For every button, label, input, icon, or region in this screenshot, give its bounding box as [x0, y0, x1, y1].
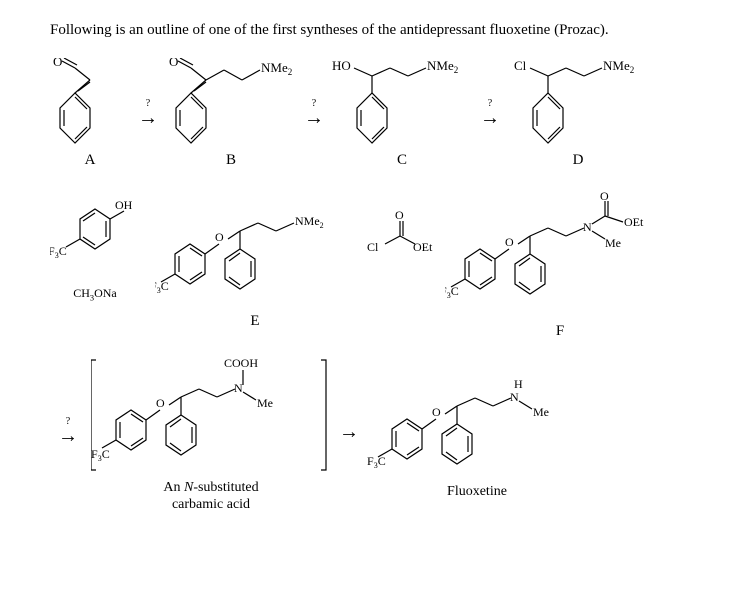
- svg-text:O: O: [395, 209, 404, 222]
- intro-text: Following is an outline of one of the fi…: [50, 20, 696, 40]
- svg-text:F3C: F3C: [50, 244, 67, 260]
- compound-D: Cl NMe2 D: [508, 58, 648, 169]
- arrow-B-C: ? →: [296, 98, 332, 130]
- svg-text:O: O: [169, 58, 178, 69]
- compound-C: HO NMe2 C: [332, 58, 472, 169]
- svg-text:Cl: Cl: [367, 240, 379, 254]
- label-B: B: [226, 152, 236, 169]
- svg-text:Me: Me: [257, 396, 273, 410]
- label-E: E: [250, 313, 259, 330]
- svg-text:COOH: COOH: [224, 356, 258, 370]
- fluoxetine: F3C O N H Me Fluoxetine: [367, 364, 587, 501]
- compound-E: F3C O NMe2 E: [155, 189, 355, 330]
- svg-text:N: N: [234, 381, 243, 395]
- svg-text:O: O: [600, 189, 609, 203]
- row-2: OH F3C CH3ONa: [50, 189, 696, 340]
- svg-text:Cl: Cl: [514, 58, 527, 73]
- svg-text:OH: OH: [115, 199, 133, 212]
- compound-B: O NMe2 B: [166, 58, 296, 169]
- reagent-label: CH3ONa: [73, 286, 117, 302]
- svg-text:N: N: [510, 390, 519, 404]
- arrow-A-B: ? →: [130, 98, 166, 130]
- svg-text:F3C: F3C: [155, 279, 169, 295]
- arrow-C-D: ? →: [472, 98, 508, 130]
- svg-text:O: O: [215, 230, 224, 244]
- svg-text:Me: Me: [605, 236, 621, 250]
- arrow-final: →: [331, 421, 367, 444]
- reagent-cloet: Cl O OEt: [365, 209, 435, 259]
- svg-text:O: O: [432, 405, 441, 419]
- svg-text:H: H: [514, 377, 523, 391]
- svg-text:O: O: [505, 235, 514, 249]
- svg-text:F3C: F3C: [445, 284, 459, 300]
- label-F: F: [556, 323, 564, 340]
- svg-text:F3C: F3C: [367, 454, 386, 470]
- svg-text:HO: HO: [332, 58, 351, 73]
- svg-text:O: O: [156, 396, 165, 410]
- reagent-phenol: OH F3C CH3ONa: [50, 199, 140, 302]
- svg-text:NMe2: NMe2: [427, 58, 458, 75]
- label-A: A: [85, 152, 96, 169]
- arrow-down-2: ? →: [50, 416, 86, 448]
- label-D: D: [573, 152, 584, 169]
- svg-text:N: N: [583, 220, 592, 234]
- svg-text:OEt: OEt: [624, 215, 644, 229]
- label-C: C: [397, 152, 407, 169]
- svg-text:NMe2: NMe2: [603, 58, 634, 75]
- svg-text:NMe2: NMe2: [295, 214, 324, 230]
- row-3: ? →: [50, 350, 696, 514]
- carbamic-caption: An N-substituted carbamic acid: [163, 480, 258, 514]
- compound-F: F3C O N Me O OEt F: [445, 189, 675, 340]
- fluoxetine-caption: Fluoxetine: [447, 484, 507, 501]
- svg-text:NMe2: NMe2: [261, 60, 292, 77]
- compound-A: O A: [50, 58, 130, 169]
- row-1: O A ? → O NMe2: [50, 58, 696, 169]
- svg-text:O: O: [53, 58, 62, 69]
- carbamic-acid: F3C O N Me COOH An N-substituted carbami…: [91, 350, 331, 514]
- svg-text:F3C: F3C: [91, 447, 110, 463]
- svg-text:Me: Me: [533, 405, 549, 419]
- svg-text:OEt: OEt: [413, 240, 433, 254]
